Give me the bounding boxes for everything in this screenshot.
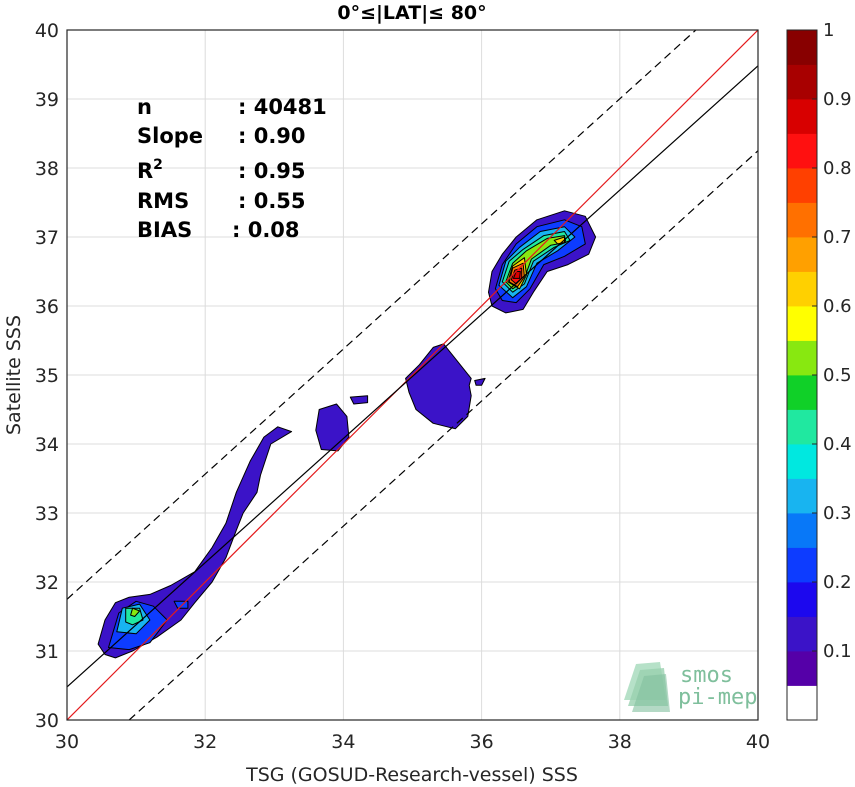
colorbar-swatch	[787, 133, 817, 169]
colorbar-swatch	[787, 513, 817, 548]
colorbar-tick-label: 0.5	[823, 365, 852, 386]
colorbar-swatch	[787, 30, 817, 65]
x-axis-label: TSG (GOSUD-Research-vessel) SSS	[245, 764, 578, 786]
y-tick-label: 39	[35, 89, 59, 111]
x-tick-label: 30	[55, 731, 79, 753]
colorbar-tick-label: 0.7	[823, 227, 852, 248]
colorbar-swatch	[787, 444, 817, 479]
y-tick-label: 34	[35, 434, 59, 456]
plot-frame	[66, 29, 759, 721]
chart-title: 0°≤|LAT|≤ 80°	[337, 2, 486, 24]
x-tick-label: 38	[608, 731, 632, 753]
x-axis-ticks: 30 32 34 36 38 40	[55, 731, 770, 753]
colorbar-tick-label: 0.4	[823, 434, 852, 455]
colorbar-swatch	[787, 168, 817, 203]
colorbar-swatch	[787, 375, 817, 410]
y-tick-label: 36	[35, 296, 59, 318]
stat-r2-value: : 0.95	[238, 159, 306, 183]
colorbar-swatch	[787, 64, 817, 100]
colorbar-swatch	[787, 306, 817, 341]
density-region	[97, 426, 293, 659]
upper-bound-line	[67, 30, 697, 600]
x-tick-label: 40	[746, 731, 770, 753]
density-region	[130, 607, 141, 617]
colorbar-swatch	[787, 478, 817, 514]
colorbar-swatch	[787, 202, 817, 238]
x-tick-label: 34	[331, 731, 355, 753]
colorbar-ticks: 0.1 0.2 0.3 0.4 0.5 0.6 0.7 0.8 0.9 1	[812, 20, 852, 662]
stat-rms-value: : 0.55	[238, 189, 306, 213]
stat-r2-exponent: 2	[153, 157, 163, 173]
colorbar-tick-label: 0.2	[823, 572, 852, 593]
lower-bound-line	[128, 150, 758, 720]
colorbar-tick-label: 0.1	[823, 641, 852, 662]
logo-text-smos: smos	[680, 663, 733, 688]
stats-box: n : 40481 Slope : 0.90 R2 : 0.95 RMS : 0…	[137, 95, 327, 242]
regression-line	[67, 65, 758, 688]
stat-n-name: n	[137, 95, 152, 119]
x-tick-label: 36	[470, 731, 494, 753]
stat-slope-value: : 0.90	[238, 124, 306, 148]
colorbar-frame	[786, 29, 818, 721]
stat-n-value: : 40481	[238, 95, 327, 119]
y-tick-label: 30	[35, 710, 59, 732]
colorbar-swatch	[787, 99, 817, 134]
identity-line	[67, 30, 758, 720]
colorbar-swatch	[787, 547, 817, 583]
colorbar-swatch	[787, 409, 817, 445]
colorbar-tick-label: 0.8	[823, 158, 852, 179]
y-axis-label: Satellite SSS	[3, 315, 25, 435]
y-tick-label: 37	[35, 227, 59, 249]
smos-pimep-logo: smos pi-mep	[624, 662, 757, 712]
colorbar-swatch	[787, 340, 817, 376]
stat-rms-name: RMS	[137, 189, 189, 213]
colorbar-tick-label: 0.6	[823, 296, 852, 317]
logo-mark-icon	[624, 662, 670, 712]
stat-r2-letter: R	[137, 159, 153, 183]
y-tick-label: 32	[35, 572, 59, 594]
stat-r2-name: R2	[137, 157, 163, 183]
stat-bias-name: BIAS	[137, 218, 192, 242]
stat-slope-name: Slope	[137, 124, 203, 148]
colorbar-swatch	[787, 651, 817, 686]
density-region	[349, 395, 369, 405]
colorbar-swatch	[787, 582, 817, 617]
colorbar-tick-label: 1	[823, 20, 834, 41]
y-tick-label: 38	[35, 158, 59, 180]
reference-lines	[67, 30, 758, 720]
y-tick-label: 35	[35, 365, 59, 387]
density-region	[512, 271, 521, 279]
colorbar-tick-label: 0.3	[823, 503, 852, 524]
y-tick-label: 31	[35, 641, 59, 663]
logo-text-pimep: pi-mep	[678, 685, 757, 710]
colorbar	[787, 30, 817, 721]
y-tick-label: 40	[35, 20, 59, 42]
y-axis-ticks: 30 31 32 33 34 35 36 37 38 39 40	[35, 20, 59, 732]
colorbar-swatch	[787, 616, 817, 652]
x-tick-label: 32	[193, 731, 217, 753]
colorbar-swatch	[787, 237, 817, 272]
density-region	[474, 377, 486, 386]
stat-bias-value: : 0.08	[232, 218, 300, 242]
colorbar-swatch	[787, 685, 817, 721]
y-tick-label: 33	[35, 503, 59, 525]
colorbar-tick-label: 0.9	[823, 89, 852, 110]
colorbar-swatch	[787, 271, 817, 307]
